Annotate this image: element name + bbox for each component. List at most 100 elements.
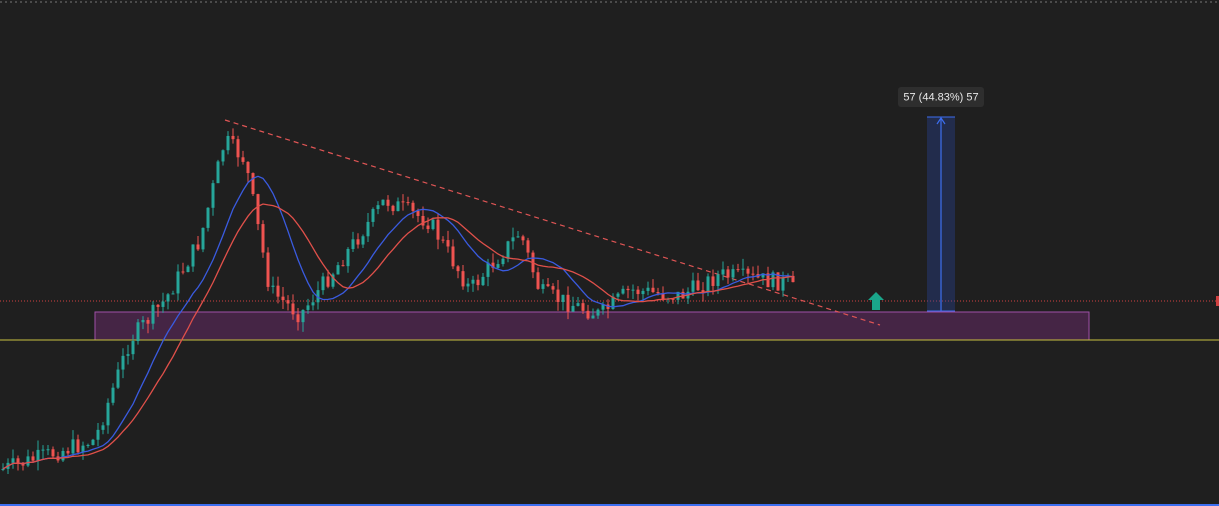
candle-body xyxy=(376,205,380,210)
candle-body xyxy=(121,355,125,370)
candle-body xyxy=(231,135,235,140)
candle-body xyxy=(16,458,20,463)
candle-body xyxy=(31,456,35,461)
candle-body xyxy=(101,425,105,430)
candle-body xyxy=(166,294,170,302)
candle-body xyxy=(266,252,270,287)
candle-body xyxy=(81,445,85,453)
candle-body xyxy=(451,246,455,267)
candle-body xyxy=(696,280,700,291)
candle-body xyxy=(701,290,705,293)
candle-body xyxy=(551,286,555,290)
candle-body xyxy=(386,199,390,206)
candle-body xyxy=(496,264,500,268)
candle-body xyxy=(221,150,225,162)
candle-body xyxy=(11,458,15,463)
candle-body xyxy=(601,304,605,310)
candle-body xyxy=(271,285,275,287)
candle-body xyxy=(371,209,375,222)
candle-body xyxy=(41,449,45,451)
candle-body xyxy=(741,268,745,270)
candle-body xyxy=(86,444,90,446)
candle-body xyxy=(466,283,470,287)
candle-body xyxy=(661,293,665,300)
price-marker xyxy=(1216,296,1219,306)
candle-body xyxy=(491,262,495,268)
candle-body xyxy=(681,291,685,299)
candle-body xyxy=(336,265,340,275)
moving-average-fast xyxy=(2,175,794,470)
candle-body xyxy=(361,236,365,245)
candle-body xyxy=(321,276,325,291)
candle-body xyxy=(751,273,755,275)
candle-body xyxy=(581,303,585,311)
candle-body xyxy=(116,369,120,388)
candle-body xyxy=(431,219,435,230)
candle-body xyxy=(716,274,720,286)
candle-body xyxy=(106,402,110,426)
candle-body xyxy=(421,215,425,226)
candle-body xyxy=(71,439,75,454)
candle-body xyxy=(656,292,660,294)
candle-body xyxy=(111,387,115,403)
candle-body xyxy=(571,305,575,312)
candle-body xyxy=(146,320,150,324)
candle-body xyxy=(241,157,245,162)
candle-body xyxy=(161,301,165,307)
measure-label: 57 (44.83%) 57 xyxy=(903,91,978,103)
candle-body xyxy=(351,239,355,249)
candle-body xyxy=(441,239,445,241)
candle-body xyxy=(131,341,135,355)
candle-body xyxy=(151,304,155,324)
candle-body xyxy=(646,287,650,291)
measure-arrow-head xyxy=(936,116,946,125)
candle-body xyxy=(516,236,520,238)
candle-body xyxy=(96,429,100,440)
candle-body xyxy=(446,240,450,247)
candle-body xyxy=(526,240,530,253)
candle-body xyxy=(316,290,320,303)
candle-body xyxy=(136,322,140,342)
candle-body xyxy=(226,135,230,151)
candle-body xyxy=(411,202,415,211)
candle-body xyxy=(721,269,725,275)
candle-body xyxy=(771,272,775,288)
candle-body xyxy=(156,304,160,307)
candle-body xyxy=(776,272,780,291)
candle-body xyxy=(731,269,735,278)
candle-body xyxy=(501,258,505,265)
candle-body xyxy=(61,450,65,461)
candle-body xyxy=(201,227,205,250)
candle-body xyxy=(671,298,675,300)
candle-body xyxy=(76,439,80,453)
candle-body xyxy=(181,271,185,273)
candle-body xyxy=(301,309,305,323)
candle-body xyxy=(141,320,145,323)
up-arrow xyxy=(868,292,884,310)
candle-body xyxy=(406,202,410,204)
candle-body xyxy=(346,248,350,267)
candle-body xyxy=(506,241,510,259)
candle-body xyxy=(611,296,615,309)
candle-body xyxy=(711,276,715,286)
candle-body xyxy=(331,274,335,287)
candle-body xyxy=(66,450,70,454)
candle-body xyxy=(206,207,210,228)
candle-body xyxy=(251,173,255,195)
candle-body xyxy=(196,244,200,250)
candle-body xyxy=(586,310,590,319)
candle-body xyxy=(566,294,570,312)
candle-body xyxy=(781,277,785,291)
moving-average-slow xyxy=(2,203,794,470)
candle-body xyxy=(246,161,250,174)
candle-body xyxy=(766,273,770,288)
candle-body xyxy=(631,289,635,291)
candle-body xyxy=(211,183,215,208)
candle-body xyxy=(381,199,385,206)
candle-body xyxy=(236,139,240,158)
candle-body xyxy=(186,266,190,273)
candle-body xyxy=(436,219,440,240)
